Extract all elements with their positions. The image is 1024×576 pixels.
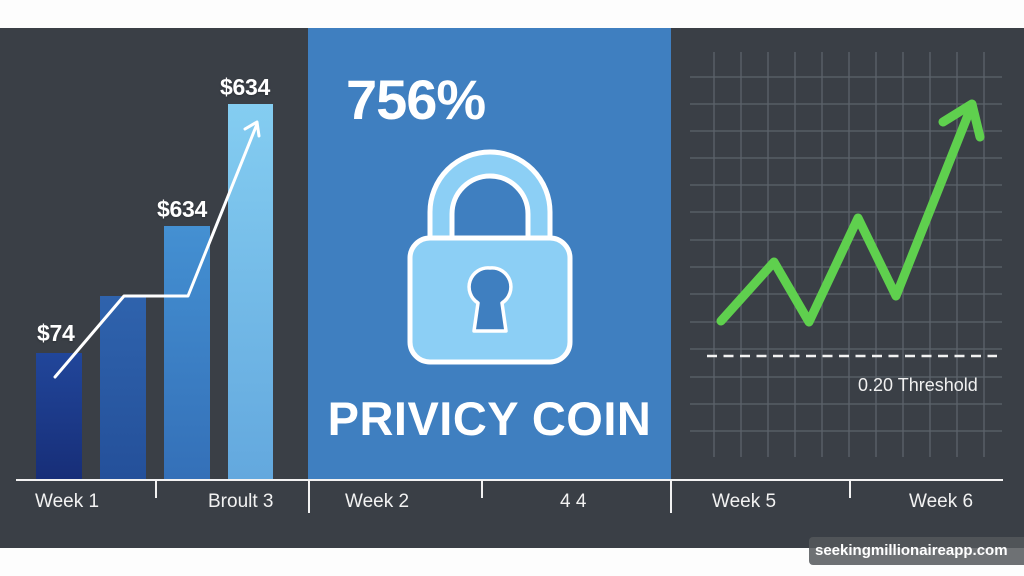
bar-group xyxy=(36,104,273,479)
axis-label-week-1: Week 1 xyxy=(35,491,100,512)
bar-2 xyxy=(100,296,146,479)
keyhole-icon xyxy=(467,266,513,333)
axis-label-week-2: Week 2 xyxy=(345,491,410,512)
axis-label-week-6: Week 6 xyxy=(909,491,974,512)
axis-label-week-5: Week 5 xyxy=(712,491,777,512)
headline-percentage: 756% xyxy=(346,68,486,131)
axis-label-broult-3: Broult 3 xyxy=(208,491,274,512)
bar-4 xyxy=(228,104,273,479)
bar-3 xyxy=(164,226,210,479)
chart-title: PRIVICY COIN xyxy=(327,392,652,445)
axis-label-4-4: 4 4 xyxy=(560,491,587,512)
right-trend-arrow-icon xyxy=(716,99,985,327)
bar-4-value-label: $634 xyxy=(220,74,270,100)
bar-3-value-label: $634 xyxy=(157,196,207,222)
threshold-label: 0.20 Threshold xyxy=(858,375,978,395)
lock-icon xyxy=(407,149,573,365)
x-axis xyxy=(16,479,1003,513)
bar-1-value-label: $74 xyxy=(37,320,75,346)
watermark: seekingmillionaireapp.com xyxy=(809,537,1024,565)
left-trend-arrow-icon xyxy=(53,120,261,379)
